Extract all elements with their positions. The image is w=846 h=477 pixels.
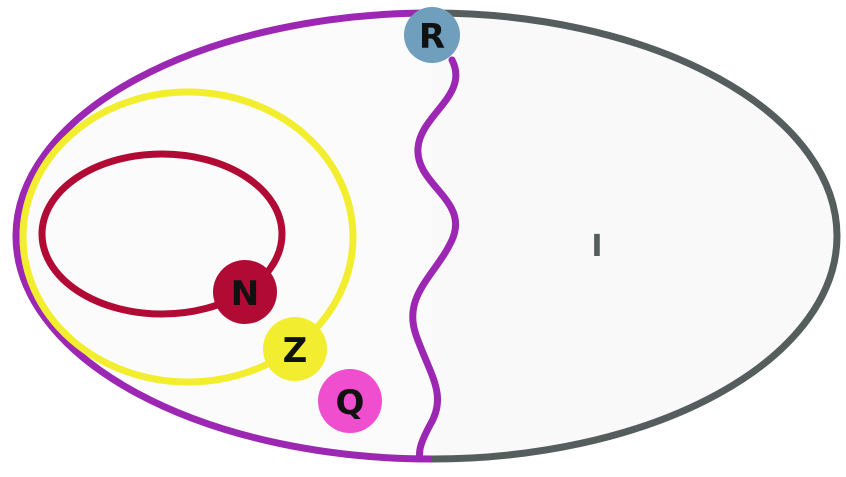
badge-Z-circle bbox=[263, 317, 327, 381]
left-region bbox=[16, 13, 432, 459]
badge-R: R bbox=[404, 7, 460, 63]
badge-Q-letter: Q bbox=[336, 383, 365, 423]
badge-Z: Z bbox=[263, 317, 327, 381]
badge-Z-letter: Z bbox=[283, 331, 308, 371]
integers-ring bbox=[19, 88, 357, 386]
real-numbers-boundary bbox=[12, 9, 433, 463]
badge-N: N bbox=[213, 260, 277, 324]
irrational-numbers-boundary bbox=[431, 9, 841, 463]
badge-Q-circle bbox=[318, 369, 382, 433]
badge-Q: Q bbox=[318, 369, 382, 433]
badge-R-letter: R bbox=[419, 17, 445, 57]
irrational-label: I bbox=[591, 229, 602, 264]
badge-N-letter: N bbox=[231, 274, 259, 314]
badge-N-circle bbox=[213, 260, 277, 324]
naturals-ring bbox=[38, 150, 286, 318]
badge-R-circle bbox=[404, 7, 460, 63]
rational-irrational-divider bbox=[409, 56, 460, 463]
right-region bbox=[432, 13, 837, 459]
